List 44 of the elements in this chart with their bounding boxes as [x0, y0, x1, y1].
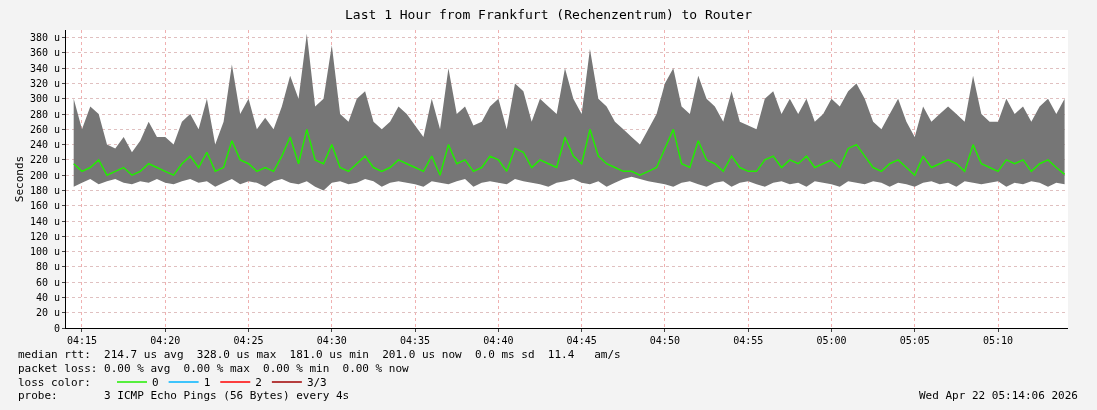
x-tick-label: 04:40 [483, 335, 514, 346]
y-tick-label: 280 u [29, 108, 60, 120]
y-tick-label: 160 u [29, 200, 60, 212]
chart-title: Last 1 Hour from Frankfurt (Rechenzentrum) to Router [345, 7, 753, 23]
x-tick-label: 05:05 [899, 335, 930, 346]
x-tick-label: 04:15 [66, 335, 98, 346]
text: packet loss: 0.00 % avg 0.00 % max 0.00 % min 0.00 % now [18, 362, 410, 375]
y-tick-label: 180 u [29, 184, 60, 196]
y-tick-label: 300 u [29, 93, 60, 105]
y-tick-label: 0 [53, 322, 60, 334]
x-tick-label: 05:00 [816, 335, 847, 346]
y-tick-label: 220 u [29, 154, 60, 166]
y-tick-label: 120 u [29, 230, 60, 242]
y-tick-label: 80 u [35, 261, 60, 273]
legend-label: 1 [203, 376, 211, 390]
x-tick-label: 04:45 [566, 335, 597, 346]
text: Wed Apr 22 05:14:06 2026 [919, 389, 1078, 402]
y-tick-label: 240 u [29, 139, 60, 151]
legend-label: 3/3 [306, 376, 327, 390]
legend-label: 2 [255, 376, 262, 390]
text: loss color: [18, 376, 91, 389]
y-tick-label: 100 u [29, 246, 60, 258]
x-tick-label: 05:10 [983, 335, 1014, 346]
text: median rtt: 214.7 us avg 328.0 us max 181.0 us min 201.0 us now 0.0 ms sd 11.4 am/s [18, 348, 621, 361]
y-tick-label: 20 u [35, 307, 60, 319]
line-series [72, 128, 1066, 176]
x-tick-label: 04:20 [150, 335, 181, 346]
y-tick-label: 60 u [35, 276, 60, 288]
y-tick-label: 360 u [29, 47, 60, 59]
x-tick-label: 04:35 [400, 335, 431, 346]
y-tick-label: 320 u [29, 77, 60, 89]
y-tick-label: 260 u [29, 123, 60, 135]
y-axis-title: Seconds [12, 155, 26, 203]
y-tick-label: 140 u [29, 215, 60, 227]
x-tick-label: 04:50 [649, 335, 680, 346]
y-tick-label: 40 u [35, 291, 60, 303]
text: probe: 3 ICMP Echo Pings (56 Bytes) every 4s [18, 389, 350, 402]
y-tick-label: 200 u [29, 169, 60, 181]
x-tick-label: 04:55 [733, 335, 764, 346]
legend-label: 0 [152, 376, 159, 390]
y-tick-label: 340 u [29, 62, 60, 74]
x-tick-label: 04:25 [233, 335, 264, 346]
y-tick-label: 380 u [29, 32, 60, 44]
x-tick-label: 04:30 [316, 335, 347, 346]
